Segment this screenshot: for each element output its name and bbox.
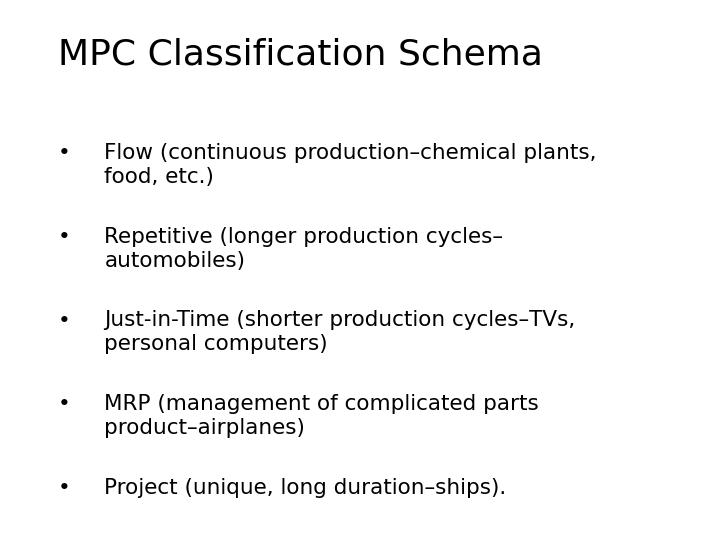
Text: •: • <box>58 143 71 163</box>
Text: •: • <box>58 227 71 247</box>
Text: MRP (management of complicated parts
product–airplanes): MRP (management of complicated parts pro… <box>104 394 539 438</box>
Text: MPC Classification Schema: MPC Classification Schema <box>58 38 542 72</box>
Text: •: • <box>58 310 71 330</box>
Text: •: • <box>58 394 71 414</box>
Text: Flow (continuous production–chemical plants,
food, etc.): Flow (continuous production–chemical pla… <box>104 143 597 187</box>
Text: Repetitive (longer production cycles–
automobiles): Repetitive (longer production cycles– au… <box>104 227 503 271</box>
Text: Project (unique, long duration–ships).: Project (unique, long duration–ships). <box>104 478 507 498</box>
Text: •: • <box>58 478 71 498</box>
Text: Just-in-Time (shorter production cycles–TVs,
personal computers): Just-in-Time (shorter production cycles–… <box>104 310 576 354</box>
